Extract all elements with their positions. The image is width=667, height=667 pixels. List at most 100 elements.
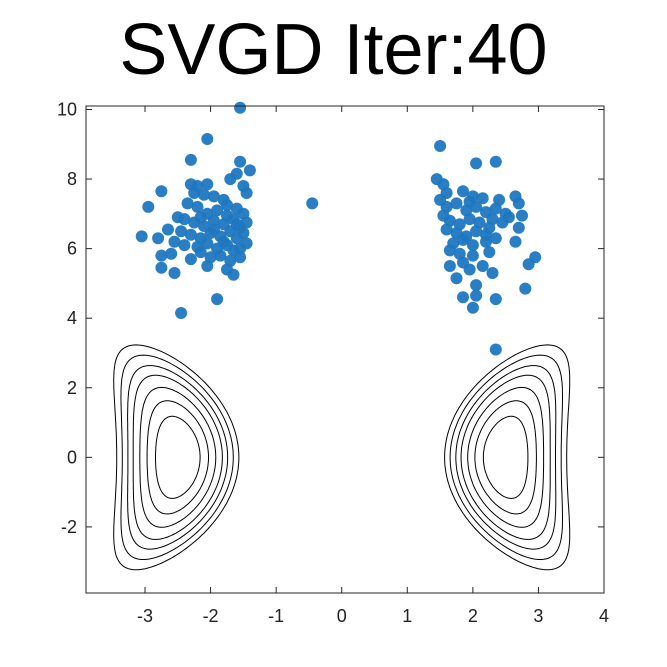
scatter-point xyxy=(512,221,525,234)
scatter-point xyxy=(466,239,479,252)
axes-group: -3 -2 -1 0 1 2 3 4 -2 0 2 4 6 8 10 xyxy=(57,99,609,626)
contour-line xyxy=(467,386,545,528)
points-group xyxy=(135,101,542,356)
contour-line xyxy=(139,386,217,528)
x-tick-label: 4 xyxy=(599,606,609,626)
scatter-point xyxy=(502,211,515,224)
scatter-point xyxy=(463,213,476,226)
scatter-point xyxy=(155,249,168,262)
scatter-point xyxy=(522,258,535,271)
contour-line xyxy=(113,344,240,571)
y-tick-label: 6 xyxy=(67,239,77,259)
scatter-point xyxy=(184,228,197,241)
contour-line xyxy=(482,415,529,499)
x-tick-label: 0 xyxy=(337,606,347,626)
scatter-point xyxy=(240,237,253,250)
scatter-point xyxy=(450,197,463,210)
scatter-point xyxy=(476,192,489,205)
scatter-point xyxy=(509,235,522,248)
scatter-point xyxy=(168,235,181,248)
contour-line xyxy=(120,354,234,560)
scatter-point xyxy=(168,267,181,279)
scatter-point xyxy=(470,157,483,170)
scatter-point xyxy=(211,204,224,217)
scatter-point xyxy=(135,230,148,243)
contour-line xyxy=(449,354,563,560)
scatter-point xyxy=(463,263,476,276)
scatter-point xyxy=(201,133,214,145)
scatter-point xyxy=(234,101,247,114)
scatter-point xyxy=(184,253,197,266)
scatter-point xyxy=(243,164,256,177)
contour-line xyxy=(460,374,551,540)
contour-group xyxy=(113,344,571,571)
scatter-point xyxy=(207,214,220,227)
x-tick-label: -3 xyxy=(137,606,153,626)
chart-title: SVGD Iter:40 xyxy=(119,10,548,90)
contour-line xyxy=(127,365,229,550)
scatter-point xyxy=(466,249,479,262)
scatter-point xyxy=(227,268,240,281)
scatter-point xyxy=(489,232,502,245)
scatter-point xyxy=(181,197,194,210)
scatter-point xyxy=(214,249,227,262)
scatter-point xyxy=(463,195,476,208)
y-tick-label: 8 xyxy=(67,169,77,189)
scatter-point xyxy=(184,153,197,166)
scatter-point xyxy=(178,213,191,226)
scatter-point xyxy=(443,260,456,272)
scatter-point xyxy=(457,291,469,304)
scatter-point xyxy=(201,178,214,191)
scatter-point xyxy=(237,227,250,239)
contour-line xyxy=(474,400,537,515)
scatter-point xyxy=(470,279,483,292)
scatter-point xyxy=(450,272,463,285)
scatter-point xyxy=(152,232,165,245)
x-tick-label: -2 xyxy=(203,606,219,626)
scatter-point xyxy=(240,216,253,229)
y-tick-label: 10 xyxy=(57,99,77,119)
scatter-point xyxy=(489,155,502,168)
scatter-point xyxy=(489,293,502,306)
contour-line xyxy=(455,365,557,550)
scatter-point xyxy=(155,185,168,198)
x-tick-label: 1 xyxy=(402,606,412,626)
scatter-point xyxy=(165,247,178,260)
contour-line xyxy=(132,374,223,540)
scatter-point xyxy=(489,202,502,215)
scatter-point xyxy=(440,223,453,236)
contour-line xyxy=(155,415,201,499)
scatter-point xyxy=(234,155,247,168)
scatter-point xyxy=(486,213,499,226)
scatter-point xyxy=(230,218,243,231)
scatter-point xyxy=(194,246,207,259)
scatter-point xyxy=(489,343,502,356)
scatter-point xyxy=(198,188,210,201)
scatter-point xyxy=(162,223,174,236)
scatter-point xyxy=(221,199,233,212)
scatter-point xyxy=(476,260,489,272)
scatter-point xyxy=(207,223,220,236)
scatter-point xyxy=(240,187,253,199)
scatter-point xyxy=(457,233,469,246)
scatter-point xyxy=(480,235,492,248)
y-tick-label: -2 xyxy=(61,517,77,537)
scatter-point xyxy=(155,261,168,274)
y-tick-label: 0 xyxy=(67,447,77,467)
scatter-point xyxy=(470,225,483,238)
scatter-point xyxy=(207,190,220,203)
scatter-point xyxy=(175,225,188,238)
x-tick-label: 3 xyxy=(533,606,543,626)
scatter-point xyxy=(211,293,224,306)
scatter-point xyxy=(483,246,496,259)
scatter-point xyxy=(175,307,188,319)
x-tick-label: 2 xyxy=(468,606,478,626)
scatter-point xyxy=(217,235,230,248)
scatter-point xyxy=(457,185,469,198)
scatter-point xyxy=(234,251,247,264)
scatter-point xyxy=(434,140,447,152)
plot-frame xyxy=(85,105,605,594)
scatter-point xyxy=(188,187,201,199)
scatter-point xyxy=(470,289,483,302)
